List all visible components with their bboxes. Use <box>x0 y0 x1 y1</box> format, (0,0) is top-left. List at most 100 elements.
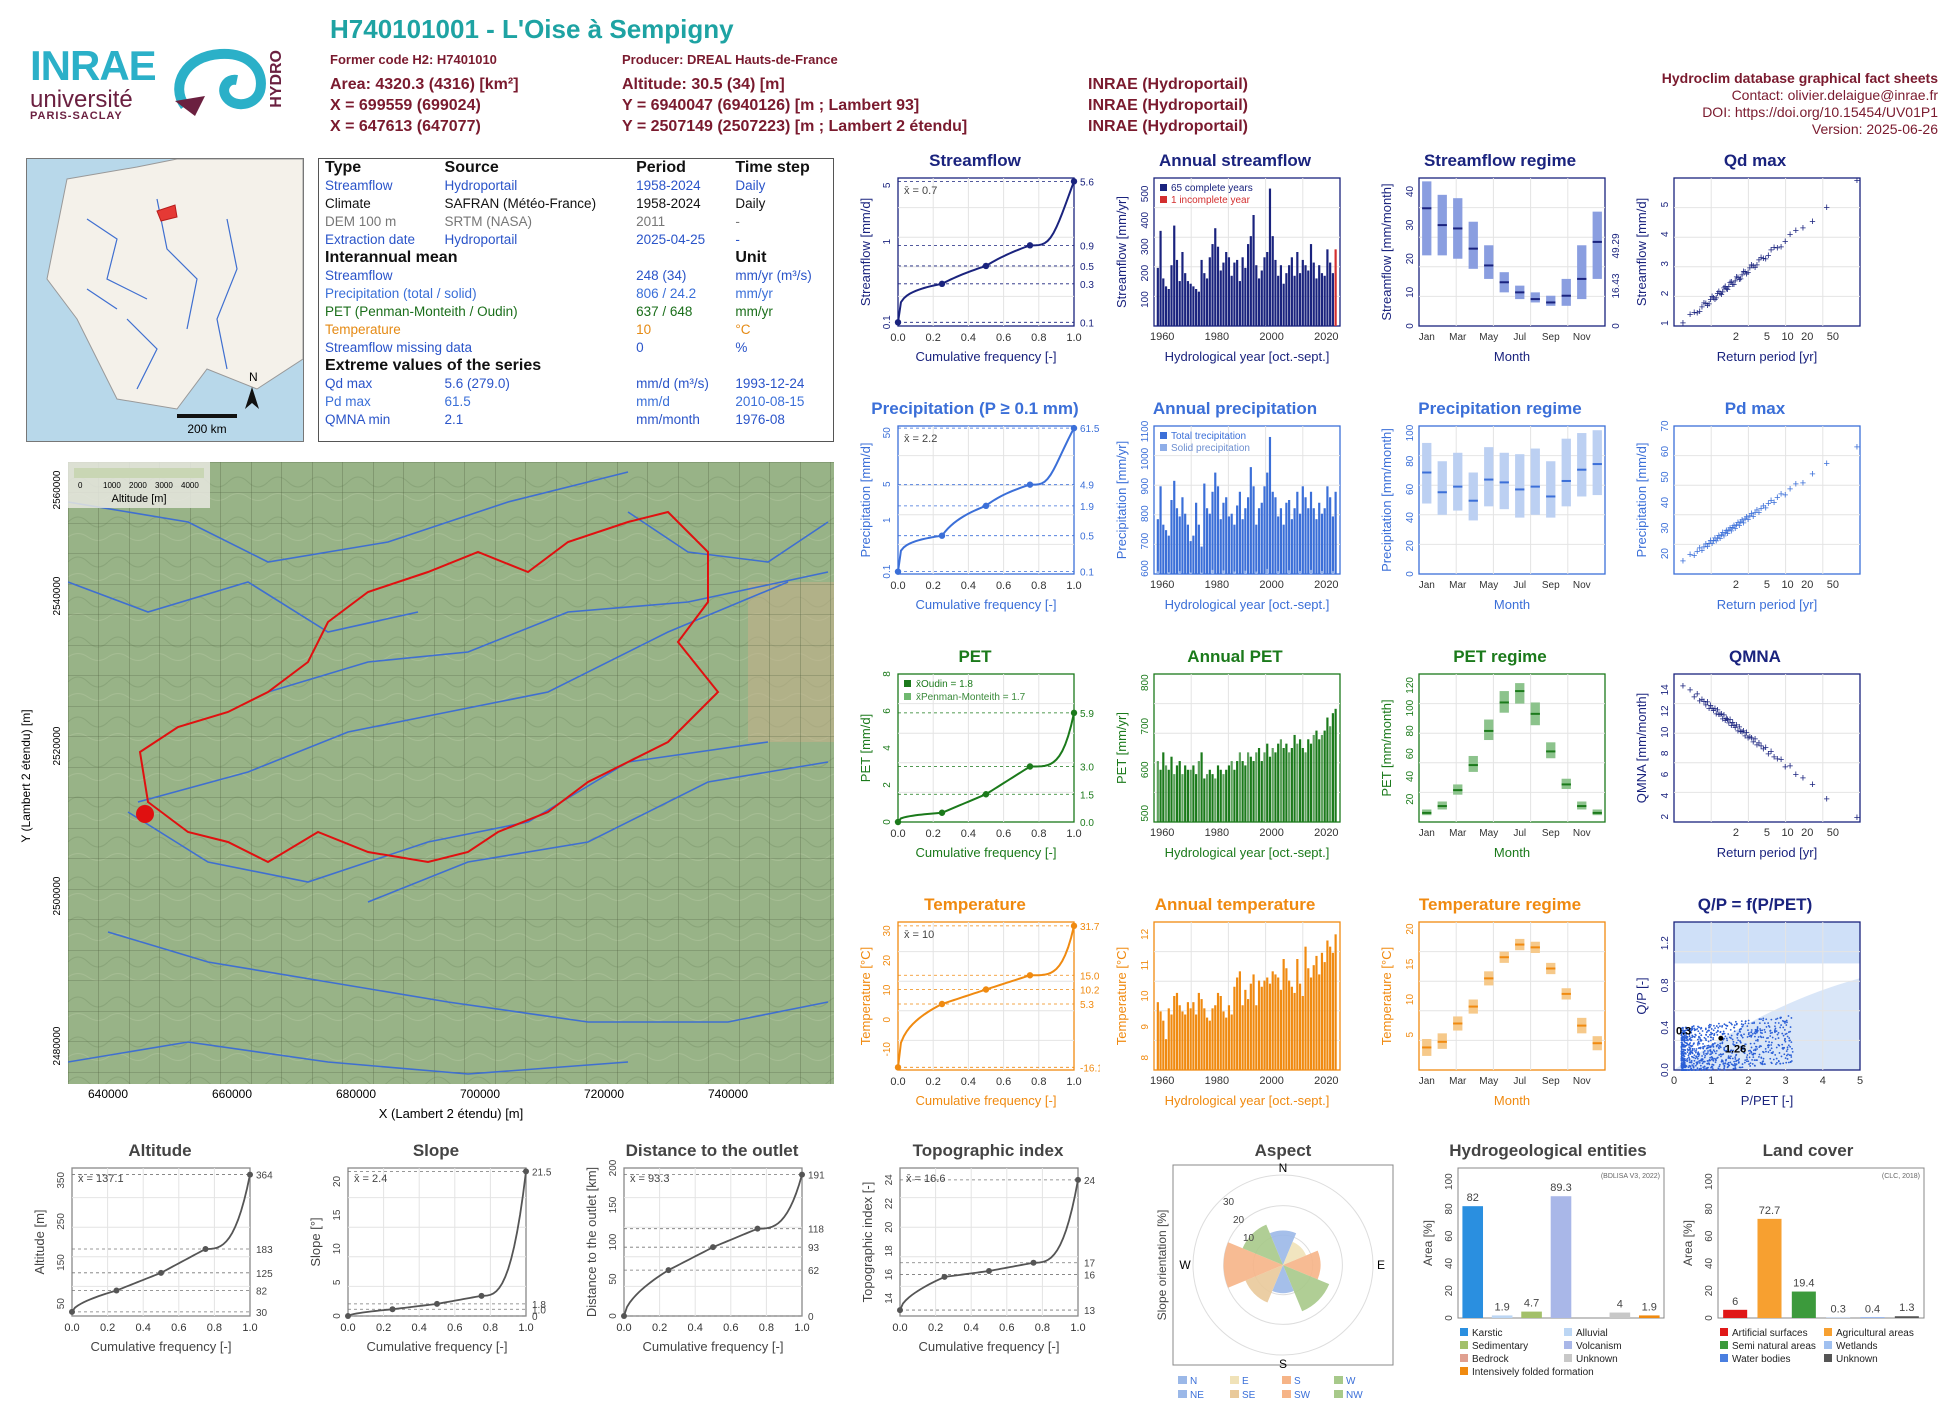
y-tick-label: 700 <box>1140 717 1151 734</box>
qp-point <box>1708 1041 1710 1043</box>
qp-point <box>1768 1051 1770 1053</box>
bar-solid <box>1299 571 1301 574</box>
bar-value-label: 89.3 <box>1550 1182 1571 1194</box>
qp-point <box>1691 1036 1693 1038</box>
y-axis-label: QMNA [mm/month] <box>1634 693 1649 804</box>
ytick: 2540000 <box>52 576 63 615</box>
bar <box>1225 770 1227 822</box>
quantile-point <box>895 319 901 325</box>
qp-point <box>1704 1055 1706 1057</box>
x-tick-label: Jul <box>1513 1076 1526 1087</box>
y-tick-label: 0 <box>1405 323 1416 329</box>
chart-title: Annual precipitation <box>1153 399 1317 418</box>
right-tick-label: 82 <box>256 1287 268 1298</box>
bar <box>1639 1315 1660 1318</box>
qp-point <box>1734 1068 1736 1070</box>
legend-swatch <box>1720 1328 1728 1336</box>
y-tick-label: 10 <box>1405 286 1416 298</box>
qp-point <box>1696 1056 1698 1058</box>
x-tick-label: 0.6 <box>996 828 1011 840</box>
qp-point <box>1734 1066 1736 1068</box>
legend-swatch <box>1230 1376 1239 1384</box>
y-tick-label: 100 <box>608 1233 619 1250</box>
y-axis-label: Area [%] <box>1421 1220 1435 1266</box>
doi-link[interactable]: DOI: https://doi.org/10.15454/UV01P1 <box>1662 104 1938 121</box>
bar <box>1283 525 1285 574</box>
right-tick-label: 13 <box>1084 1306 1096 1317</box>
regime-box <box>1562 279 1571 306</box>
x-tick-label: Sep <box>1542 828 1560 839</box>
y-tick-label: 700 <box>1140 532 1151 549</box>
qp-point <box>1685 1039 1687 1041</box>
qp-point <box>1786 1020 1788 1022</box>
bar <box>1209 1021 1211 1070</box>
qp-point <box>1717 1044 1719 1046</box>
bar <box>1244 990 1246 1070</box>
ytick: 2500000 <box>52 876 63 915</box>
x-tick-label: 1.0 <box>1066 1076 1081 1088</box>
qp-point <box>1769 1030 1771 1032</box>
alt-legend-title: Altitude [m] <box>111 493 166 505</box>
qp-point <box>1714 1027 1716 1029</box>
bar <box>1173 774 1175 822</box>
x-axis-label: Cumulative frequency [-] <box>916 349 1057 364</box>
qp-point <box>1698 1054 1700 1056</box>
bar-value-label: 72.7 <box>1759 1205 1780 1217</box>
y-tick-label: 600 <box>1140 761 1151 778</box>
bar <box>1272 748 1274 822</box>
x-tick-label: May <box>1479 1076 1498 1087</box>
right-tick-label: 5.3 <box>1080 1000 1094 1011</box>
qp-point <box>1765 1040 1767 1042</box>
return-period-point: + <box>1800 223 1806 235</box>
quantile-point <box>1071 425 1077 431</box>
bar <box>1266 744 1268 822</box>
bar-value-label: 4.7 <box>1524 1298 1539 1310</box>
x-tick-label: 0.0 <box>890 332 905 344</box>
source-label: (CLC, 2018) <box>1882 1173 1920 1180</box>
qp-point <box>1734 1024 1736 1026</box>
bar <box>1195 1015 1197 1071</box>
qp-point <box>1787 1048 1789 1050</box>
bar <box>1252 486 1254 574</box>
qp-point <box>1748 1022 1750 1024</box>
qp-point <box>1683 1045 1685 1047</box>
y-tick-label: 1 <box>882 238 893 244</box>
y-axis-label: Streamflow [mm/yr] <box>1114 196 1129 308</box>
legend-swatch <box>1564 1328 1572 1336</box>
hydro-logo-text: HYDRO <box>268 50 286 108</box>
bar-solid <box>1277 571 1279 574</box>
bar <box>1170 1015 1172 1071</box>
bar <box>1168 536 1170 574</box>
chart-title: Streamflow regime <box>1424 151 1576 170</box>
qp-point <box>1697 1063 1699 1065</box>
chart-title: Distance to the outlet <box>626 1141 799 1160</box>
qp-point <box>1702 1043 1704 1045</box>
quantile-point <box>939 1001 945 1007</box>
bar-solid <box>1255 572 1257 574</box>
bar <box>1329 263 1331 326</box>
qp-point <box>1754 1048 1756 1050</box>
qp-point <box>1736 1023 1738 1025</box>
qp-point <box>1790 1061 1792 1063</box>
bar <box>1294 735 1296 822</box>
bar <box>1250 757 1252 822</box>
contact[interactable]: Contact: olivier.delaigue@inrae.fr <box>1662 87 1938 104</box>
qp-point <box>1711 1064 1713 1066</box>
area: Area: 4320.3 (4316) [km²] <box>330 76 519 94</box>
north-arrow-icon <box>245 387 259 409</box>
y-tick-label: 70 <box>1660 420 1671 432</box>
y-tick-label: 0 <box>1704 1315 1715 1321</box>
bar <box>1247 752 1249 822</box>
qp-point <box>1691 1035 1693 1037</box>
bar <box>1315 519 1317 574</box>
catchment-map: 0 1000 2000 3000 4000 Altitude [m] <box>68 462 834 1084</box>
north-label: N <box>249 370 258 384</box>
quantile-point <box>247 1172 253 1178</box>
qp-point <box>1708 1069 1710 1071</box>
bar <box>1280 265 1282 326</box>
regime-box <box>1453 453 1462 511</box>
bar <box>1310 492 1312 574</box>
